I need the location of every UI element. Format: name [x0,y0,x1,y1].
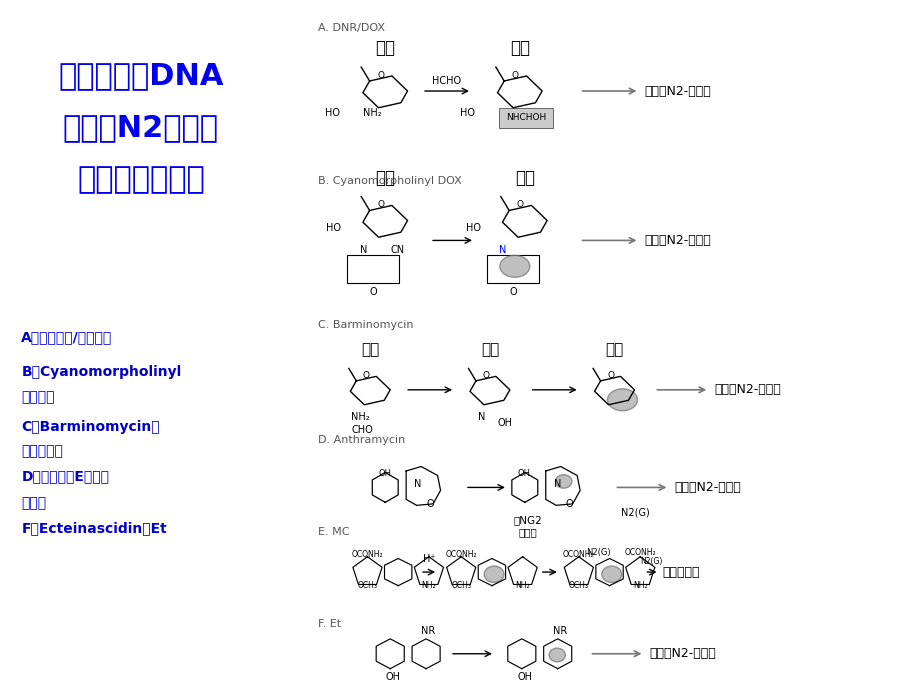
Text: 次红霉素；: 次红霉素； [21,444,63,459]
Text: OH: OH [516,673,532,682]
Text: 霉素；: 霉素； [21,496,46,511]
Text: NH₂: NH₂ [351,412,369,422]
Text: N: N [359,246,367,255]
Text: H⁺: H⁺ [423,554,435,564]
Text: HCHO: HCHO [432,76,461,86]
Text: 苷元: 苷元 [375,39,395,57]
Text: NH₂: NH₂ [515,580,529,590]
Text: 交钉加合物: 交钉加合物 [662,566,699,579]
Text: OCONH₂: OCONH₂ [351,550,383,559]
Text: O: O [482,371,489,380]
Text: CHO: CHO [351,424,373,435]
Text: OCONH₂: OCONH₂ [445,550,476,559]
Text: D. Anthramycin: D. Anthramycin [318,435,405,444]
Text: O: O [377,201,384,210]
Text: 苷元: 苷元 [515,169,534,187]
Text: 邘霉素；: 邘霉素； [21,390,55,404]
Text: 单NG2
烷基化: 单NG2 烷基化 [513,515,541,538]
Text: 苷元: 苷元 [481,342,498,357]
FancyBboxPatch shape [498,108,552,128]
Text: HO: HO [465,224,481,233]
Text: OH: OH [385,673,401,682]
Text: 苷元: 苷元 [361,342,379,357]
Text: 苷元: 苷元 [605,342,623,357]
Ellipse shape [601,566,621,582]
Text: 一些作用于DNA: 一些作用于DNA [58,61,223,90]
Ellipse shape [483,566,504,582]
Text: 苷元: 苷元 [509,39,529,57]
Text: N2(G): N2(G) [585,548,610,557]
Text: HO: HO [325,108,340,118]
Text: HO: HO [326,224,341,233]
Text: 鸟嚅咆N2-烷基化: 鸟嚅咆N2-烷基化 [713,384,780,396]
Ellipse shape [555,475,572,488]
Text: OCONH₂: OCONH₂ [624,548,655,557]
Text: B. Cyanomorpholinyl DOX: B. Cyanomorpholinyl DOX [318,176,461,186]
Bar [347,255,399,284]
Text: N2(G): N2(G) [640,557,662,566]
Text: N: N [478,412,485,422]
Text: OH: OH [497,417,512,428]
Text: O: O [516,201,523,210]
Ellipse shape [549,648,564,662]
Text: O: O [425,499,434,509]
Text: 鸟嚅咆N2-烷基化: 鸟嚅咆N2-烷基化 [643,85,710,97]
Text: OCH₃: OCH₃ [357,580,377,590]
Text: OCH₃: OCH₃ [568,580,588,590]
Text: OCH₃: OCH₃ [450,580,471,590]
Text: NH₂: NH₂ [421,580,436,590]
Text: NR: NR [552,627,566,636]
Text: 鸟嚅咆N2-烷基化: 鸟嚅咆N2-烷基化 [643,234,710,247]
Ellipse shape [499,255,529,277]
Text: O: O [511,71,518,80]
Text: C：Barminomycin，: C：Barminomycin， [21,420,160,434]
Text: O: O [508,287,516,297]
Text: F：Ecteinascidin，Et: F：Ecteinascidin，Et [21,521,167,535]
Text: N2(G): N2(G) [620,507,649,518]
Text: O: O [377,71,384,80]
Text: N: N [414,480,421,489]
Text: NR: NR [421,627,435,636]
Text: OCONH₂: OCONH₂ [562,550,594,559]
Text: O: O [607,371,613,380]
Text: NH₂: NH₂ [363,108,381,118]
Text: 瘤抗生素的机制: 瘤抗生素的机制 [77,165,205,194]
Text: 鸟嚅咆N2的抗肿: 鸟嚅咆N2的抗肿 [62,113,219,142]
Text: F. Et: F. Et [318,619,341,629]
Text: N: N [499,246,506,255]
Text: 鸟嚅咆N2-烷基化: 鸟嚅咆N2-烷基化 [674,481,741,494]
Text: C. Barminomycin: C. Barminomycin [318,320,414,330]
Ellipse shape [607,389,637,411]
Bar [486,255,539,284]
Text: HO: HO [460,108,474,118]
Text: O: O [565,499,573,509]
Text: NH₂: NH₂ [632,580,647,590]
Text: OH: OH [378,469,391,478]
Text: 苷元: 苷元 [375,169,395,187]
Text: NHCHOH: NHCHOH [505,113,545,122]
Text: OH: OH [517,469,530,478]
Text: 鸟嚅咆N2-烷基化: 鸟嚅咆N2-烷基化 [649,647,715,660]
Text: O: O [362,371,369,380]
Text: D：恩霉素；E：丝裂: D：恩霉素；E：丝裂 [21,469,109,484]
Text: A. DNR/DOX: A. DNR/DOX [318,23,385,33]
Text: CN: CN [390,246,403,255]
Text: A：柔红霉素/邘霉素；: A：柔红霉素/邘霉素； [21,330,112,344]
Text: N: N [553,480,561,489]
Text: B：Cyanomorpholinyl: B：Cyanomorpholinyl [21,365,181,379]
Text: E. MC: E. MC [318,527,349,538]
Text: O: O [369,287,377,297]
